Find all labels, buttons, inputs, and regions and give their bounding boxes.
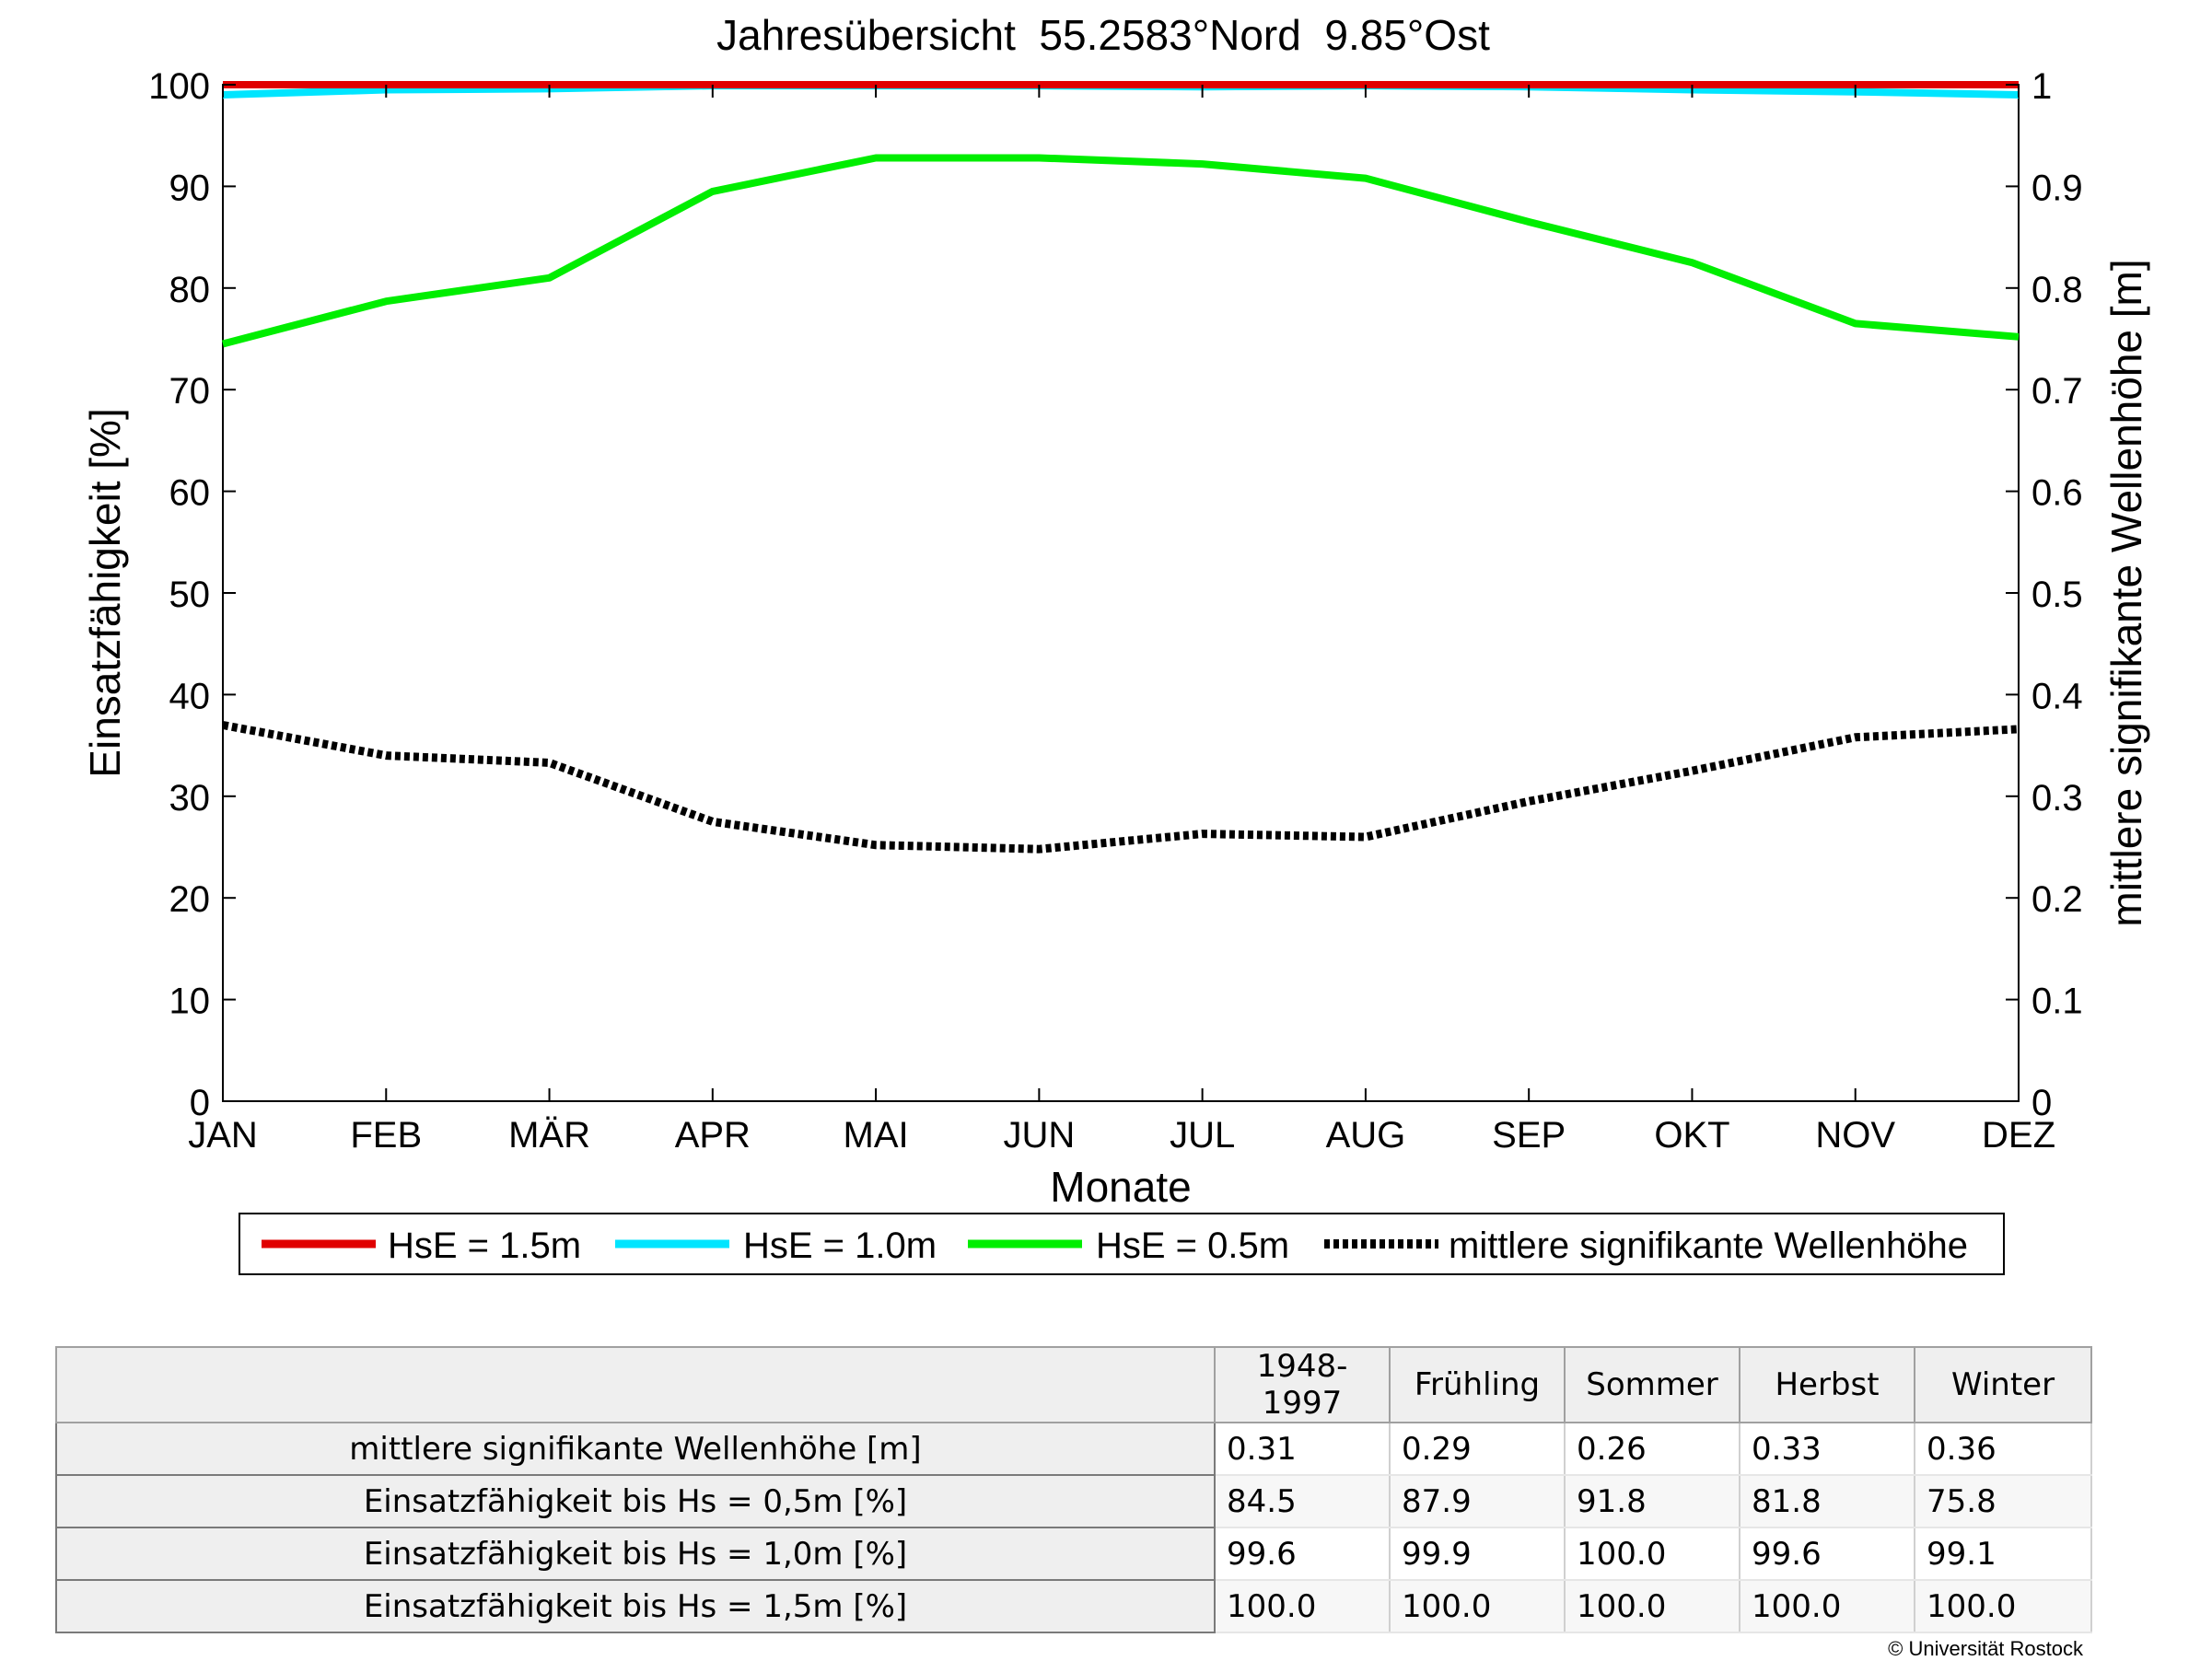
x-tick-label: JUN <box>1003 1115 1075 1156</box>
x-tick-label: NOV <box>1815 1115 1895 1156</box>
row-label: Einsatzfähigkeit bis Hs = 1,0m [%] <box>55 1527 1216 1581</box>
summary-table: 1948-1997 Frühling Sommer Herbst Winter … <box>55 1346 2092 1633</box>
table-row: Einsatzfähigkeit bis Hs = 0,5m [%] 84.5 … <box>55 1474 2092 1528</box>
table-cell: 84.5 <box>1215 1475 1391 1528</box>
y-axis-label-left: Einsatzfähigkeit [%] <box>81 408 129 777</box>
x-tick-label: SEP <box>1492 1115 1566 1156</box>
column-header: Herbst <box>1739 1346 1915 1423</box>
table-cell: 99.6 <box>1740 1527 1915 1581</box>
table-header-row: 1948-1997 Frühling Sommer Herbst Winter <box>55 1346 2092 1423</box>
table-cell: 75.8 <box>1915 1475 2092 1528</box>
table-cell: 0.36 <box>1915 1423 2092 1476</box>
legend-label: mittlere signifikante Wellenhöhe <box>1449 1225 1968 1266</box>
chart-title: Jahresübersicht 55.2583°Nord 9.85°Ost <box>716 11 1490 59</box>
x-tick-label: FEB <box>350 1115 422 1156</box>
legend-label: HsE = 1.5m <box>388 1225 581 1266</box>
y-tick-label-left: 20 <box>169 879 211 920</box>
column-header: Frühling <box>1389 1346 1566 1423</box>
x-axis-label: Monate <box>1050 1163 1191 1211</box>
column-header: 1948-1997 <box>1214 1346 1391 1423</box>
table-cell: 100.0 <box>1915 1580 2092 1633</box>
row-label: mittlere signifikante Wellenhöhe [m] <box>55 1422 1216 1476</box>
y-tick-label-right: 0.5 <box>2032 575 2083 615</box>
copyright-notice: © Universität Rostock <box>1888 1637 2083 1660</box>
table-row: Einsatzfähigkeit bis Hs = 1,0m [%] 99.6 … <box>55 1527 2092 1581</box>
table-row: mittlere signifikante Wellenhöhe [m] 0.3… <box>55 1422 2092 1476</box>
table-cell: 100.0 <box>1565 1527 1740 1581</box>
table-cell: 100.0 <box>1740 1580 1915 1633</box>
ticks-layer: 0 10 20 30 40 50 60 70 80 90 100 0 0.1 0.2 0.3 0.4 0.5 0.… <box>148 66 2082 1156</box>
x-tick-label: JUL <box>1170 1115 1235 1156</box>
series-line <box>221 154 2020 348</box>
table-cell: 99.6 <box>1215 1527 1391 1581</box>
table-cell: 99.9 <box>1390 1527 1566 1581</box>
table-cell: 99.1 <box>1915 1527 2092 1581</box>
plot-area <box>222 84 2020 1102</box>
table-cell: 91.8 <box>1565 1475 1740 1528</box>
column-header: Winter <box>1914 1346 2092 1423</box>
annual-overview-chart: Jahresübersicht 55.2583°Nord 9.85°Ost 0 1… <box>81 11 2150 1275</box>
y-tick-label-right: 0.3 <box>2032 778 2083 819</box>
table-cell: 100.0 <box>1215 1580 1391 1633</box>
table-cell: 0.29 <box>1390 1423 1566 1476</box>
y-tick-label-left: 30 <box>169 778 211 819</box>
x-tick-label: OKT <box>1654 1115 1729 1156</box>
summary-table-container: 1948-1997 Frühling Sommer Herbst Winter … <box>55 1346 2092 1633</box>
y-tick-label-left: 100 <box>148 66 210 107</box>
series-line <box>222 721 2020 854</box>
table-cell: 81.8 <box>1740 1475 1915 1528</box>
legend-label: HsE = 1.0m <box>743 1225 937 1266</box>
table-cell: 100.0 <box>1565 1580 1740 1633</box>
x-tick-label: APR <box>675 1115 751 1156</box>
x-tick-label: MÄR <box>508 1115 590 1156</box>
table-cell: 100.0 <box>1390 1580 1566 1633</box>
y-axis-label-right: mittlere signifikante Wellenhöhe [m] <box>2102 259 2150 926</box>
row-label: Einsatzfähigkeit bis Hs = 1,5m [%] <box>55 1579 1216 1633</box>
y-tick-label-left: 60 <box>169 473 211 514</box>
y-tick-label-right: 0.9 <box>2032 168 2083 208</box>
y-tick-label-left: 90 <box>169 168 211 208</box>
y-tick-label-right: 1 <box>2032 66 2052 107</box>
y-tick-label-right: 0.4 <box>2032 676 2083 716</box>
y-tick-label-right: 0.8 <box>2032 270 2083 310</box>
table-cell: 87.9 <box>1390 1475 1566 1528</box>
table-cell: 0.31 <box>1215 1423 1391 1476</box>
y-tick-label-right: 0.6 <box>2032 473 2083 514</box>
legend: HsE = 1.5m HsE = 1.0m HsE = 0.5m mittlere s… <box>239 1213 2005 1275</box>
y-tick-label-left: 50 <box>169 575 211 615</box>
y-tick-label-left: 10 <box>169 982 211 1022</box>
column-header: Sommer <box>1564 1346 1740 1423</box>
series-layer <box>221 81 2020 854</box>
legend-label: HsE = 0.5m <box>1096 1225 1289 1266</box>
y-tick-label-left: 40 <box>169 676 211 716</box>
legend-box <box>239 1213 2005 1275</box>
y-tick-label-right: 0.2 <box>2032 879 2083 920</box>
y-tick-label-right: 0.7 <box>2032 371 2083 412</box>
y-tick-label-left: 80 <box>169 270 211 310</box>
table-row: Einsatzfähigkeit bis Hs = 1,5m [%] 100.0… <box>55 1579 2092 1633</box>
row-label: Einsatzfähigkeit bis Hs = 0,5m [%] <box>55 1474 1216 1528</box>
y-tick-label-left: 0 <box>190 1083 210 1123</box>
x-tick-label: AUG <box>1326 1115 1406 1156</box>
y-tick-label-left: 70 <box>169 371 211 412</box>
table-cell: 0.26 <box>1565 1423 1740 1476</box>
table-cell: 0.33 <box>1740 1423 1915 1476</box>
y-tick-label-right: 0 <box>2032 1083 2052 1123</box>
y-tick-label-right: 0.1 <box>2032 982 2083 1022</box>
table-corner-cell <box>55 1346 1216 1423</box>
x-tick-label: JAN <box>188 1115 258 1156</box>
x-tick-label: DEZ <box>1982 1115 2055 1156</box>
x-tick-label: MAI <box>844 1115 909 1156</box>
